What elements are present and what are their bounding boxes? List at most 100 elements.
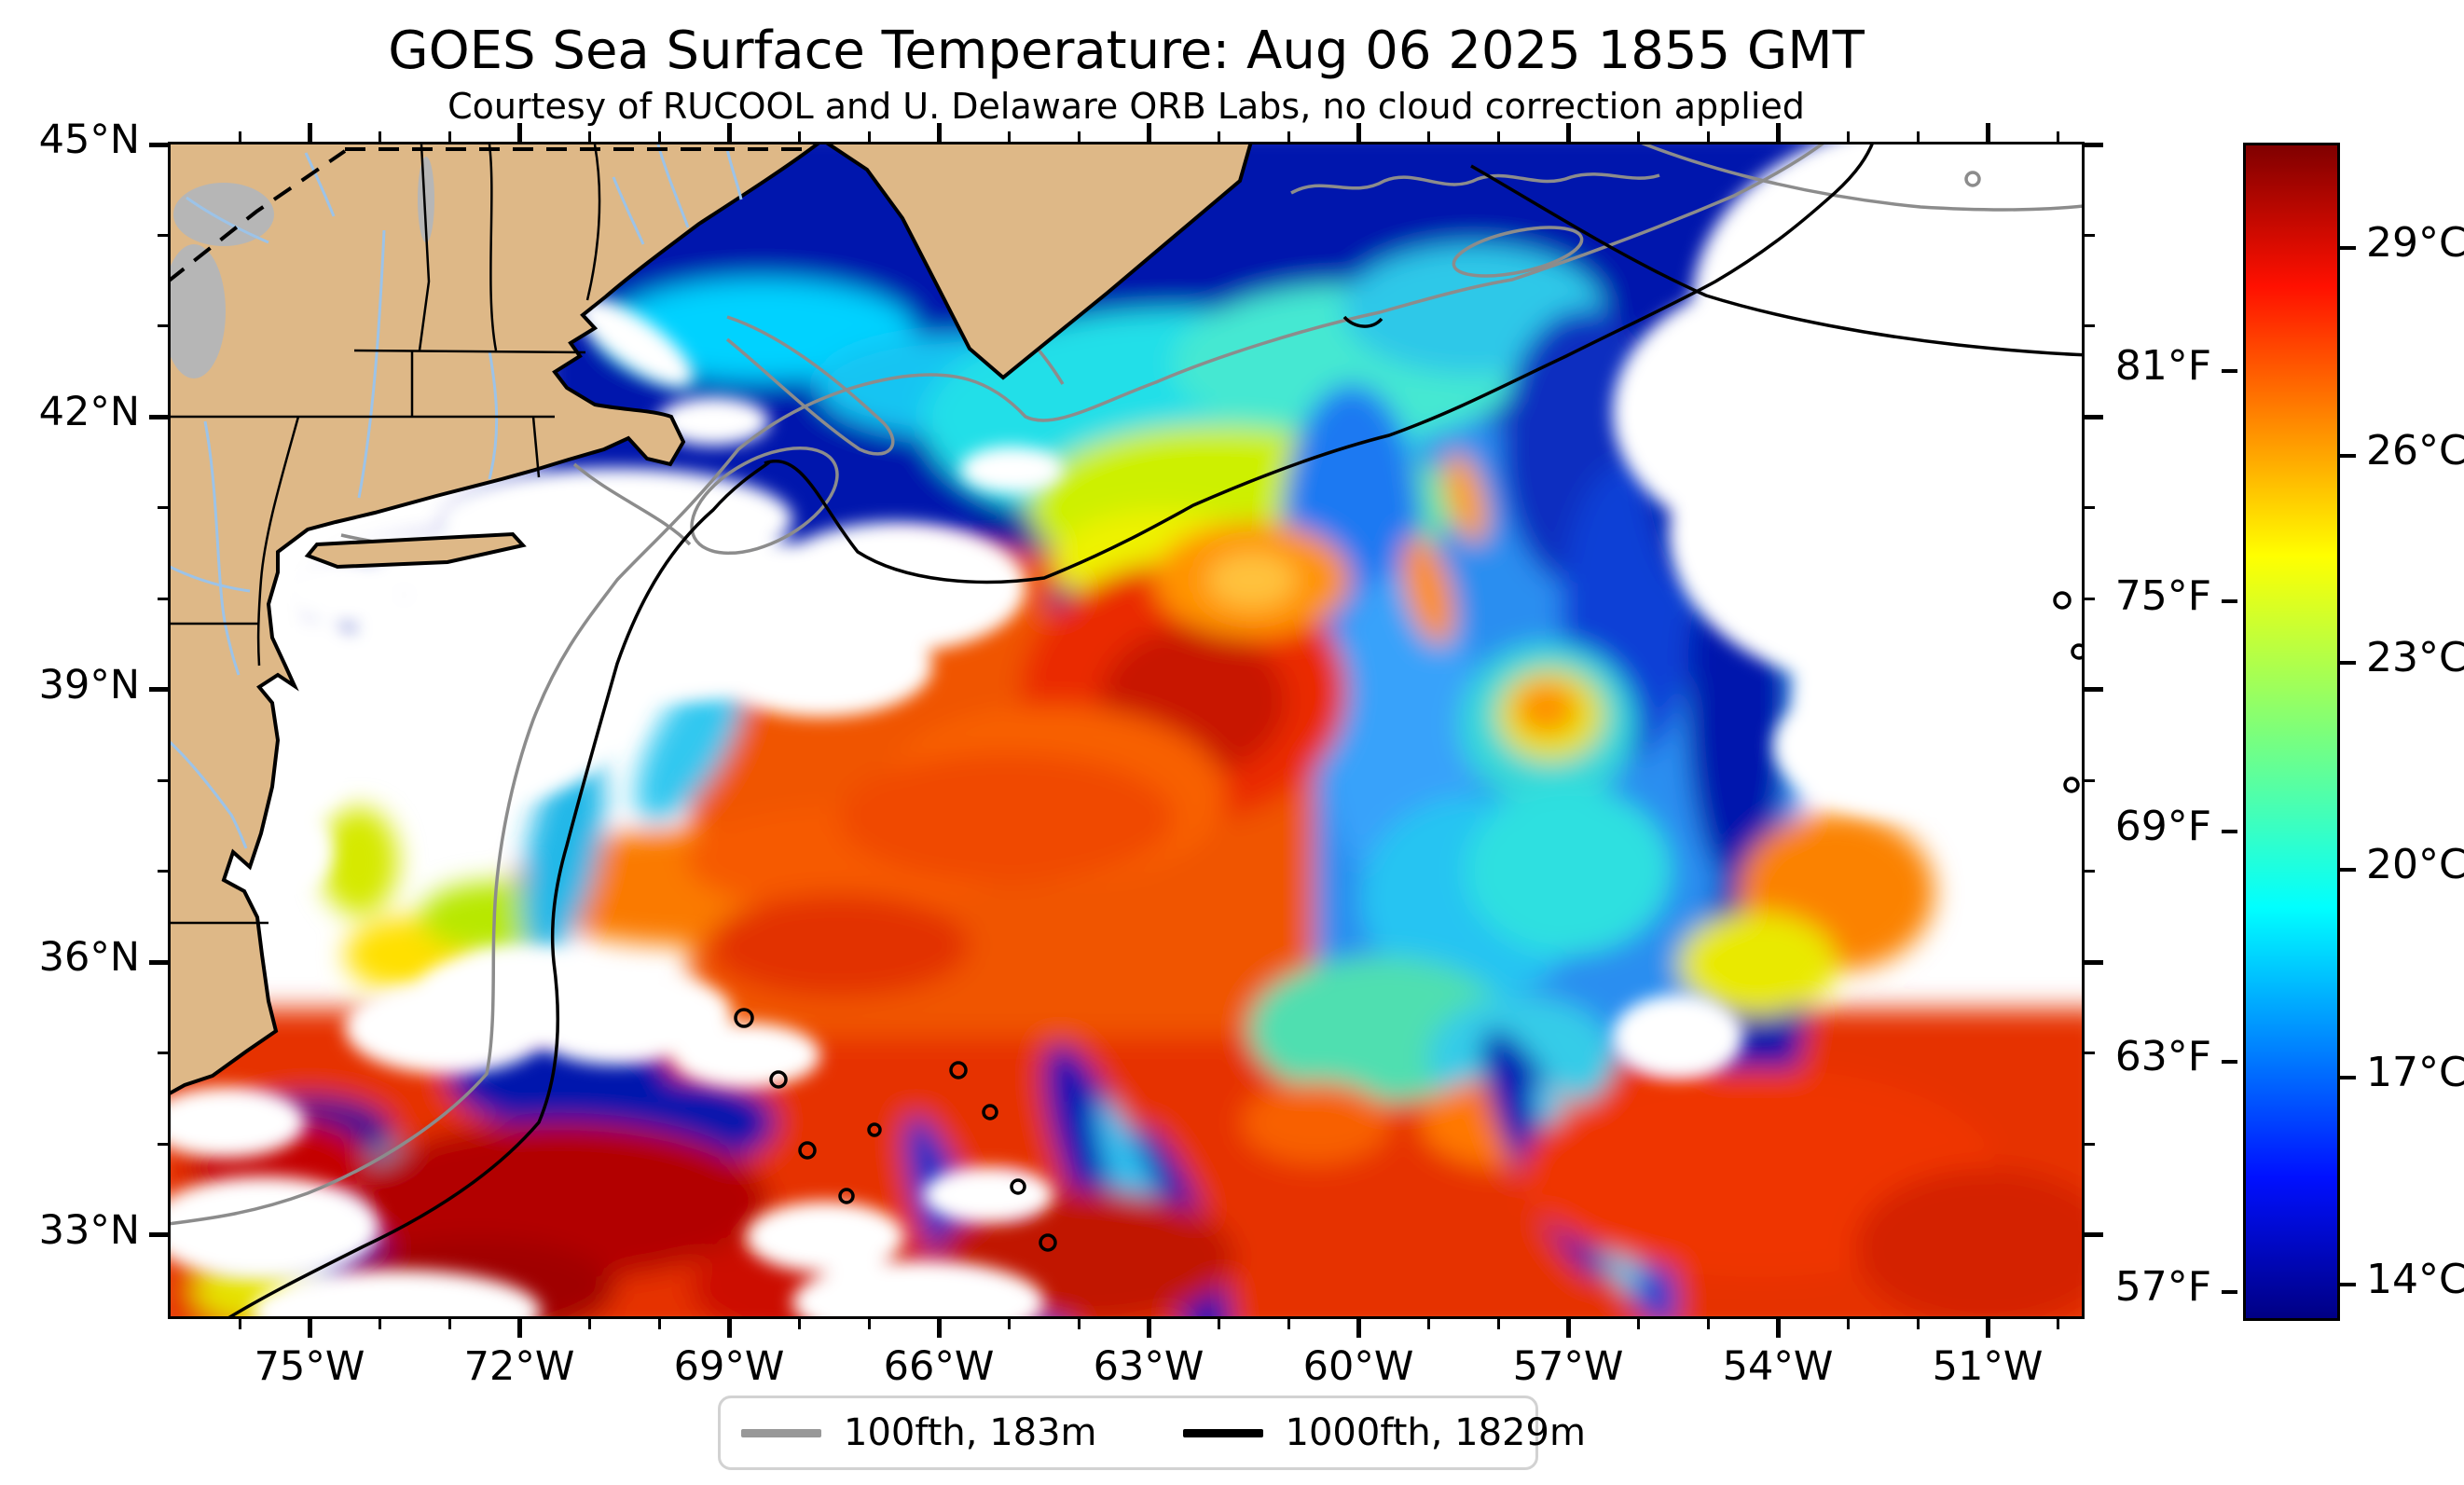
legend-item-1000fth: 1000fth, 1829m	[1182, 1411, 1586, 1454]
y-major-tick-right	[2085, 142, 2103, 147]
y-major-tick-left	[149, 687, 168, 693]
x-minor-tick-bottom	[1496, 1319, 1500, 1329]
y-minor-tick-right	[2085, 778, 2095, 782]
x-minor-tick-top	[1846, 131, 1850, 142]
x-minor-tick-bottom	[2056, 1319, 2059, 1329]
contour-1000fth	[223, 142, 2085, 1319]
y-tick-label: 36°N	[38, 934, 140, 982]
x-tick-label: 75°W	[254, 1343, 365, 1390]
x-minor-tick-bottom	[1916, 1319, 1920, 1329]
x-major-tick-bottom	[1146, 1319, 1151, 1338]
contour-100fth	[168, 142, 2085, 1226]
x-major-tick-top	[1775, 123, 1781, 142]
y-minor-tick-left	[158, 870, 168, 873]
colorbar-celsius-tick	[2340, 246, 2356, 251]
state-borders	[168, 144, 601, 925]
legend-line-100fth-swatch	[741, 1428, 821, 1437]
colorbar-fahrenheit-label: 69°F	[2114, 803, 2211, 851]
x-major-tick-bottom	[1775, 1319, 1781, 1338]
y-minor-tick-left	[158, 324, 168, 328]
colorbar-celsius-tick	[2340, 660, 2356, 665]
y-minor-tick-left	[158, 233, 168, 237]
x-tick-label: 60°W	[1302, 1343, 1414, 1390]
y-major-tick-left	[149, 1232, 168, 1238]
y-major-tick-right	[2085, 687, 2103, 693]
colorbar-celsius-label: 29°C	[2366, 219, 2464, 268]
y-minor-tick-right	[2085, 506, 2095, 510]
colorbar-celsius-label: 20°C	[2366, 841, 2464, 889]
long-island	[304, 531, 527, 570]
x-tick-label: 69°W	[673, 1343, 785, 1390]
x-minor-tick-top	[447, 131, 451, 142]
cloud-no-data-layer	[168, 142, 2085, 1319]
x-minor-tick-top	[587, 131, 591, 142]
x-minor-tick-top	[378, 131, 381, 142]
x-minor-tick-top	[1496, 131, 1500, 142]
colorbar-fahrenheit-tick	[2222, 1060, 2237, 1065]
nova-scotia	[821, 142, 1254, 380]
x-minor-tick-top	[2056, 131, 2059, 142]
y-minor-tick-right	[2085, 870, 2095, 873]
y-tick-label: 42°N	[38, 389, 140, 436]
colorbar-fahrenheit-label: 81°F	[2114, 341, 2211, 390]
x-minor-tick-top	[1636, 131, 1640, 142]
x-major-tick-top	[726, 123, 732, 142]
legend-label-100fth: 100fth, 183m	[844, 1411, 1097, 1454]
lakes	[168, 157, 434, 378]
x-major-tick-bottom	[1565, 1319, 1571, 1338]
colorbar-fahrenheit-tick	[2222, 599, 2237, 603]
y-tick-label: 45°N	[38, 117, 140, 163]
colorbar-fahrenheit-tick	[2222, 368, 2237, 373]
colorbar-fahrenheit-label: 63°F	[2114, 1033, 2211, 1081]
x-minor-tick-bottom	[1846, 1319, 1850, 1329]
x-minor-tick-bottom	[1287, 1319, 1290, 1329]
x-major-tick-bottom	[1356, 1319, 1361, 1338]
x-minor-tick-bottom	[1636, 1319, 1640, 1329]
y-major-tick-left	[149, 959, 168, 965]
x-tick-label: 51°W	[1932, 1343, 2044, 1390]
x-minor-tick-bottom	[1426, 1319, 1430, 1329]
x-minor-tick-bottom	[1007, 1319, 1011, 1329]
legend-item-100fth: 100fth, 183m	[741, 1411, 1097, 1454]
y-minor-tick-right	[2085, 324, 2095, 328]
x-minor-tick-bottom	[1217, 1319, 1220, 1329]
x-minor-tick-top	[1287, 131, 1290, 142]
y-minor-tick-left	[158, 778, 168, 782]
x-minor-tick-bottom	[1706, 1319, 1710, 1329]
x-major-tick-bottom	[726, 1319, 732, 1338]
y-minor-tick-right	[2085, 597, 2095, 600]
x-major-tick-bottom	[936, 1319, 942, 1338]
y-minor-tick-right	[2085, 1142, 2095, 1146]
x-major-tick-bottom	[307, 1319, 312, 1338]
x-minor-tick-top	[657, 131, 661, 142]
x-major-tick-top	[516, 123, 522, 142]
x-tick-label: 54°W	[1722, 1343, 1834, 1390]
x-tick-label: 66°W	[883, 1343, 995, 1390]
colorbar-celsius-label: 14°C	[2366, 1255, 2464, 1303]
y-minor-tick-left	[158, 597, 168, 600]
x-minor-tick-bottom	[378, 1319, 381, 1329]
x-minor-tick-bottom	[867, 1319, 871, 1329]
colorbar-celsius-tick	[2340, 1282, 2356, 1286]
x-major-tick-top	[1565, 123, 1571, 142]
chart-title: GOES Sea Surface Temperature: Aug 06 202…	[388, 21, 1865, 81]
x-tick-label: 63°W	[1093, 1343, 1204, 1390]
x-major-tick-top	[307, 123, 312, 142]
legend-line-1000fth-swatch	[1182, 1428, 1263, 1437]
y-major-tick-left	[149, 142, 168, 147]
sst-map	[168, 142, 2085, 1319]
colorbar-celsius-label: 17°C	[2366, 1048, 2464, 1096]
y-tick-label: 39°N	[38, 661, 140, 708]
x-minor-tick-top	[1077, 131, 1081, 142]
x-minor-tick-bottom	[797, 1319, 801, 1329]
x-minor-tick-top	[1217, 131, 1220, 142]
y-minor-tick-right	[2085, 1052, 2095, 1055]
y-minor-tick-left	[158, 506, 168, 510]
colorbar-celsius-label: 23°C	[2366, 633, 2464, 681]
land-layer	[168, 142, 1254, 1097]
x-major-tick-top	[1985, 123, 1990, 142]
y-tick-label: 33°N	[38, 1206, 140, 1254]
colorbar-fahrenheit-label: 57°F	[2114, 1263, 2211, 1312]
x-major-tick-top	[1356, 123, 1361, 142]
chart-subtitle: Courtesy of RUCOOL and U. Delaware ORB L…	[447, 86, 1805, 127]
